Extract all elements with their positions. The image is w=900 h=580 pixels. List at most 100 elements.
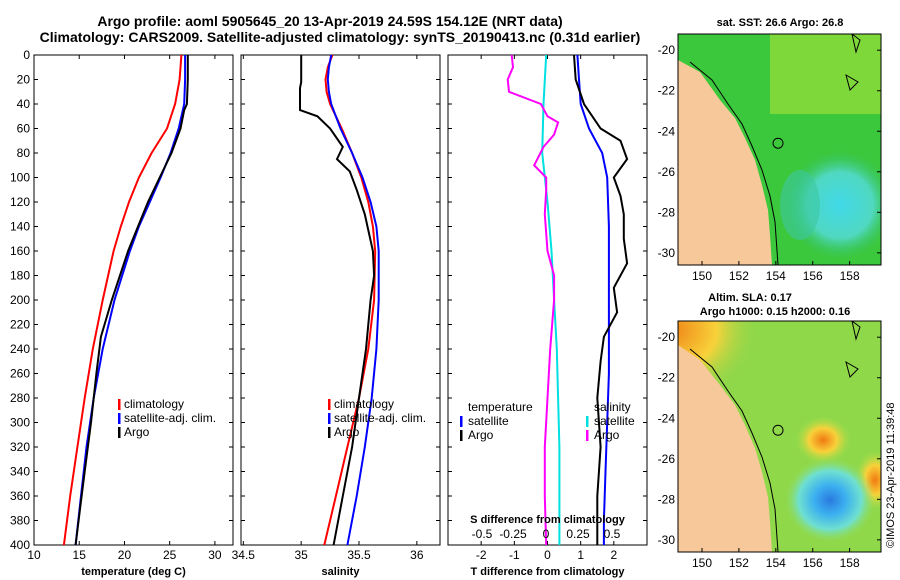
x-axis-label: salinity bbox=[322, 566, 361, 578]
y-tick-label: 300 bbox=[10, 416, 30, 430]
y-tick-label: 20 bbox=[17, 73, 31, 87]
axes-frame bbox=[33, 54, 234, 546]
axes-frame bbox=[447, 54, 648, 546]
sla-map-frame bbox=[677, 320, 882, 553]
legend-swatch bbox=[118, 399, 121, 410]
legend-label: satellite-adj. clim. bbox=[124, 411, 216, 425]
sla-map-subtitle: Argo h1000: 0.15 h2000: 0.16 bbox=[700, 306, 850, 318]
legend-label: Argo bbox=[124, 425, 150, 439]
legend-swatch bbox=[586, 430, 589, 441]
legend-label: satellite bbox=[594, 414, 635, 428]
y-tick-label: 360 bbox=[10, 489, 30, 503]
series-line-argo bbox=[299, 55, 376, 546]
map-y-tick-label: -30 bbox=[658, 246, 676, 260]
legend-label: satellite-adj. clim. bbox=[334, 411, 426, 425]
map-y-tick-label: -20 bbox=[658, 43, 676, 57]
series-line-argo bbox=[74, 55, 189, 546]
legend-label: climatology bbox=[124, 397, 184, 411]
x-tick-label: 35 bbox=[294, 548, 308, 562]
x-tick-label: 0 bbox=[544, 548, 551, 562]
y-tick-label: 320 bbox=[10, 440, 30, 454]
legend-header-salinity: salinity bbox=[594, 400, 631, 414]
map-y-tick-label: -22 bbox=[658, 84, 676, 98]
temperature-panel: 0 20 40 60 80 100 120 140 160 180 200 220 240 260 280 3… bbox=[10, 48, 234, 578]
sla-land bbox=[678, 345, 772, 552]
legend-label: Argo bbox=[594, 428, 620, 442]
sst-map-title: sat. SST: 26.6 Argo: 26.8 bbox=[717, 17, 844, 29]
sla-map: Altim. SLA: 0.17 Argo h1000: 0.15 h2000:… bbox=[658, 292, 882, 570]
x-tick-label: 2 bbox=[610, 548, 617, 562]
sst-cool-patch-2 bbox=[780, 170, 820, 240]
y-tick-label: 260 bbox=[10, 367, 30, 381]
sst-map: sat. SST: 26.6 Argo: 26.8 150 152 154 156 15… bbox=[658, 17, 882, 283]
figure-title-line2: Climatology: CARS2009. Satellite-adjuste… bbox=[40, 29, 641, 45]
sst-map-frame bbox=[677, 33, 882, 266]
series-line-s-argo bbox=[506, 54, 560, 546]
figure-title-line1: Argo profile: aoml 5905645_20 13-Apr-201… bbox=[97, 13, 562, 29]
map-y-tick-label: -24 bbox=[658, 124, 676, 138]
map-y-tick-label: -22 bbox=[658, 371, 676, 385]
series-line-climatology bbox=[62, 54, 183, 546]
x-tick-label: -1 bbox=[509, 548, 520, 562]
x-tick-label: 1 bbox=[577, 548, 584, 562]
sla-high-mid bbox=[795, 416, 851, 464]
x-axis-label: temperature (deg C) bbox=[81, 566, 186, 578]
map-y-tick-label: -28 bbox=[658, 205, 676, 219]
legend-swatch bbox=[586, 416, 589, 427]
map-x-tick-label: 150 bbox=[692, 556, 712, 570]
sst-land bbox=[678, 60, 772, 265]
y-tick-label: 100 bbox=[10, 171, 30, 185]
legend-swatch bbox=[460, 416, 463, 427]
y-tick-label: 40 bbox=[17, 97, 31, 111]
difference-panel: -2 -1 0 1 2 T difference from climatology temp… bbox=[447, 54, 648, 578]
map-y-tick-label: -26 bbox=[658, 165, 676, 179]
y-tick-label: 160 bbox=[10, 244, 30, 258]
y-tick-label: 180 bbox=[10, 269, 30, 283]
map-x-tick-label: 158 bbox=[840, 269, 860, 283]
series-line-t-argo bbox=[573, 54, 629, 545]
imos-credit: ©IMOS 23-Apr-2019 11:39:48 bbox=[885, 403, 897, 548]
x-tick-label: 35.5 bbox=[347, 548, 371, 562]
sla-map-title: Altim. SLA: 0.17 bbox=[708, 292, 792, 304]
series-line-climatology bbox=[323, 54, 377, 546]
map-x-tick-label: 152 bbox=[729, 269, 749, 283]
s-diff-tick-label: -0.25 bbox=[499, 527, 527, 541]
s-diff-tick-label: -0.5 bbox=[472, 527, 493, 541]
legend-swatch bbox=[118, 413, 121, 424]
sla-shelf-contour bbox=[689, 348, 779, 552]
sst-shelf-contour bbox=[689, 61, 779, 265]
sla-reef-contour bbox=[845, 321, 861, 378]
map-x-tick-label: 154 bbox=[766, 556, 786, 570]
map-x-tick-label: 150 bbox=[692, 269, 712, 283]
argo-location-marker bbox=[772, 424, 784, 436]
series-line-t-satellite bbox=[576, 54, 610, 545]
legend-swatch bbox=[460, 430, 463, 441]
y-tick-label: 140 bbox=[10, 220, 30, 234]
y-tick-label: 220 bbox=[10, 318, 30, 332]
legend-swatch bbox=[328, 399, 331, 410]
sst-warm-north bbox=[770, 34, 881, 114]
x-tick-label: -2 bbox=[476, 548, 487, 562]
s-diff-tick-label: 0.5 bbox=[604, 527, 621, 541]
y-tick-label: 340 bbox=[10, 465, 30, 479]
s-diff-axis-label: S difference from climatology bbox=[470, 514, 626, 526]
y-tick-label: 200 bbox=[10, 293, 30, 307]
y-tick-label: 380 bbox=[10, 514, 30, 528]
series-line-satellite bbox=[326, 54, 380, 546]
map-x-tick-label: 154 bbox=[766, 269, 786, 283]
sla-low bbox=[785, 458, 875, 542]
map-y-tick-label: -30 bbox=[658, 533, 676, 547]
map-x-tick-label: 156 bbox=[803, 269, 823, 283]
x-tick-label: 25 bbox=[163, 548, 177, 562]
sst-reef-contour bbox=[845, 34, 861, 91]
s-diff-tick-label: 0.25 bbox=[566, 527, 590, 541]
y-tick-label: 60 bbox=[17, 122, 31, 136]
x-tick-label: 36 bbox=[410, 548, 424, 562]
map-x-tick-label: 158 bbox=[840, 556, 860, 570]
legend-swatch bbox=[118, 427, 121, 438]
y-tick-label: 80 bbox=[17, 146, 31, 160]
legend-label: climatology bbox=[334, 397, 394, 411]
argo-location-marker bbox=[772, 137, 784, 149]
x-tick-label: 20 bbox=[118, 548, 132, 562]
